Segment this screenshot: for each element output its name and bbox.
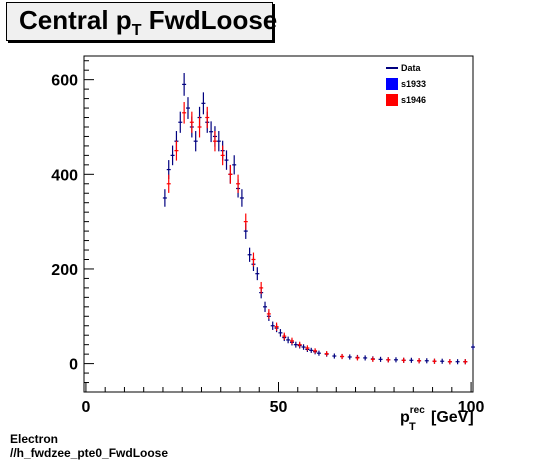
x-axis-label: prec T [GeV]: [400, 405, 474, 433]
legend-marker: [386, 78, 398, 90]
series-s1946: [166, 102, 468, 365]
y-tick-label: 0: [69, 357, 78, 374]
legend-label: s1946: [401, 95, 426, 105]
xlabel-rest: [GeV]: [431, 409, 474, 426]
y-tick-label: 600: [51, 73, 78, 90]
chart-title: Central pT FwdLoose: [19, 5, 278, 39]
legend-marker: [386, 94, 398, 106]
series-layer: [162, 73, 475, 365]
legend-label: s1933: [401, 79, 426, 89]
xlabel-main: p: [400, 409, 410, 426]
y-tick-label: 400: [51, 167, 78, 184]
footer-line-2: //h_fwdzee_pte0_FwdLoose: [10, 446, 169, 460]
title-box: Central pT FwdLoose: [6, 2, 277, 41]
footer-line-1: Electron: [10, 432, 59, 446]
y-tick-label: 200: [51, 262, 78, 279]
xlabel-sup: rec: [410, 405, 425, 416]
series-Data: [162, 73, 475, 365]
xlabel-sub: T: [409, 421, 416, 433]
x-tick-label: 100: [458, 399, 485, 416]
x-tick-label: 50: [270, 399, 288, 416]
plot-area-border: [83, 55, 474, 393]
axis-ticks: [84, 60, 472, 392]
legend-label: Data: [401, 63, 422, 73]
x-tick-label: 0: [81, 399, 90, 416]
plot-frame: [83, 55, 474, 393]
legend: Data s1933 s1946: [386, 63, 426, 106]
axis-tick-labels: 0 50 100 0 200 400 600: [51, 73, 484, 416]
